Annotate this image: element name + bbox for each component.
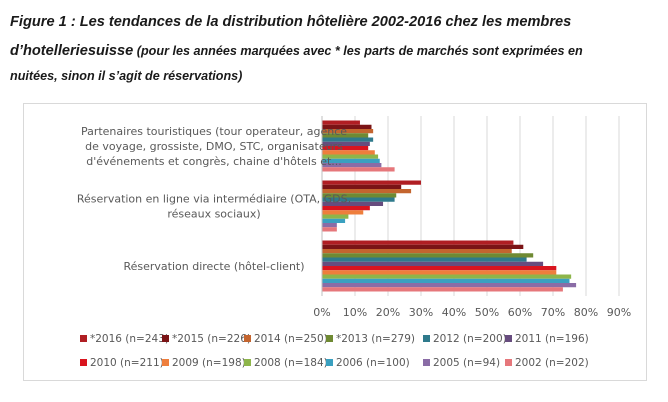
bar (322, 197, 395, 202)
bar (322, 287, 563, 292)
bar (322, 206, 370, 211)
legend-label: 2006 (n=100) (336, 357, 410, 369)
caption-org-name: d’hotelleriesuisse (10, 43, 134, 59)
legend-label: 2009 (n=198) (172, 357, 246, 369)
x-tick-labels: 0% 10% 20% 30% 40% 50% 60% 70% 80% 90% (313, 306, 631, 319)
bar (322, 261, 544, 266)
bar (322, 210, 364, 215)
bar (322, 133, 369, 138)
legend: *2016 (n=243) *2015 (n=226) 2014 (n=250) *2… (80, 333, 589, 369)
category-labels: Partenaires touristiques (tour operateur… (77, 125, 351, 273)
bar (322, 184, 402, 189)
category-label: Réservation directe (hôtel-client) (123, 260, 304, 273)
legend-label: 2002 (n=202) (515, 357, 589, 369)
legend-label: 2005 (n=94) (433, 357, 500, 369)
bar (322, 167, 395, 172)
bar (322, 141, 370, 146)
legend-swatch (505, 335, 512, 342)
bar (322, 218, 346, 223)
legend-swatch (505, 359, 512, 366)
legend-label: *2016 (n=243) (90, 333, 169, 345)
bar (322, 244, 524, 249)
legend-swatch (80, 359, 87, 366)
bar (322, 227, 337, 232)
x-tick-label: 60% (508, 306, 532, 319)
bar (322, 283, 577, 288)
x-tick-label: 30% (409, 306, 433, 319)
bars (322, 120, 577, 292)
bar (322, 158, 380, 163)
x-tick-label: 50% (475, 306, 499, 319)
bar (322, 274, 572, 279)
legend-swatch (80, 335, 87, 342)
bar (322, 193, 397, 198)
bar (322, 124, 372, 129)
category-label: réseaux sociaux) (167, 208, 260, 221)
x-tick-label: 0% (313, 306, 330, 319)
legend-label: 2010 (n=211) (90, 357, 164, 369)
legend-label: 2014 (n=250) (254, 333, 328, 345)
legend-swatch (162, 359, 169, 366)
bar (322, 240, 514, 245)
legend-label: *2015 (n=226) (172, 333, 251, 345)
caption-note: (pour les années marquées avec * les par… (133, 44, 583, 58)
bar (322, 180, 421, 185)
bar (322, 154, 379, 159)
bar (322, 163, 382, 168)
bar (322, 129, 374, 134)
x-tick-label: 10% (343, 306, 367, 319)
bar (322, 214, 349, 219)
bar (322, 120, 360, 125)
legend-label: 2012 (n=200) (433, 333, 507, 345)
bar (322, 266, 557, 271)
caption-line-1: Figure 1 : Les tendances de la distribut… (10, 14, 572, 30)
bar (322, 253, 534, 258)
bar (322, 137, 374, 142)
legend-label: 2008 (n=184) (254, 357, 328, 369)
x-tick-label: 80% (574, 306, 598, 319)
bar (322, 257, 527, 262)
x-tick-label: 20% (376, 306, 400, 319)
bar (322, 201, 384, 206)
category-label: de voyage, grossiste, DMO, STC, organisa… (85, 140, 343, 153)
legend-swatch (423, 359, 430, 366)
bar (322, 270, 557, 275)
legend-swatch (244, 335, 251, 342)
x-tick-label: 40% (442, 306, 466, 319)
legend-swatch (326, 359, 333, 366)
category-label: Réservation en ligne via intermédiaire (… (77, 193, 351, 206)
caption-line-2: d’hotelleriesuisse (pour les années marq… (10, 42, 583, 60)
legend-swatch (244, 359, 251, 366)
bar (322, 189, 412, 194)
caption-line-3: nuitées, sinon il s’agit de réservations… (10, 69, 243, 83)
legend-swatch (162, 335, 169, 342)
bar (322, 278, 570, 283)
legend-label: 2011 (n=196) (515, 333, 589, 345)
legend-swatch (326, 335, 333, 342)
bar (322, 223, 337, 228)
bar (322, 146, 369, 151)
bar (322, 150, 375, 155)
x-tick-label: 70% (541, 306, 565, 319)
category-label: d'événements et congrès, chaine d'hôtels… (86, 155, 342, 168)
legend-swatch (423, 335, 430, 342)
bar (322, 249, 512, 254)
x-tick-label: 90% (607, 306, 631, 319)
category-label: Partenaires touristiques (tour operateur… (81, 125, 347, 138)
legend-label: *2013 (n=279) (336, 333, 415, 345)
